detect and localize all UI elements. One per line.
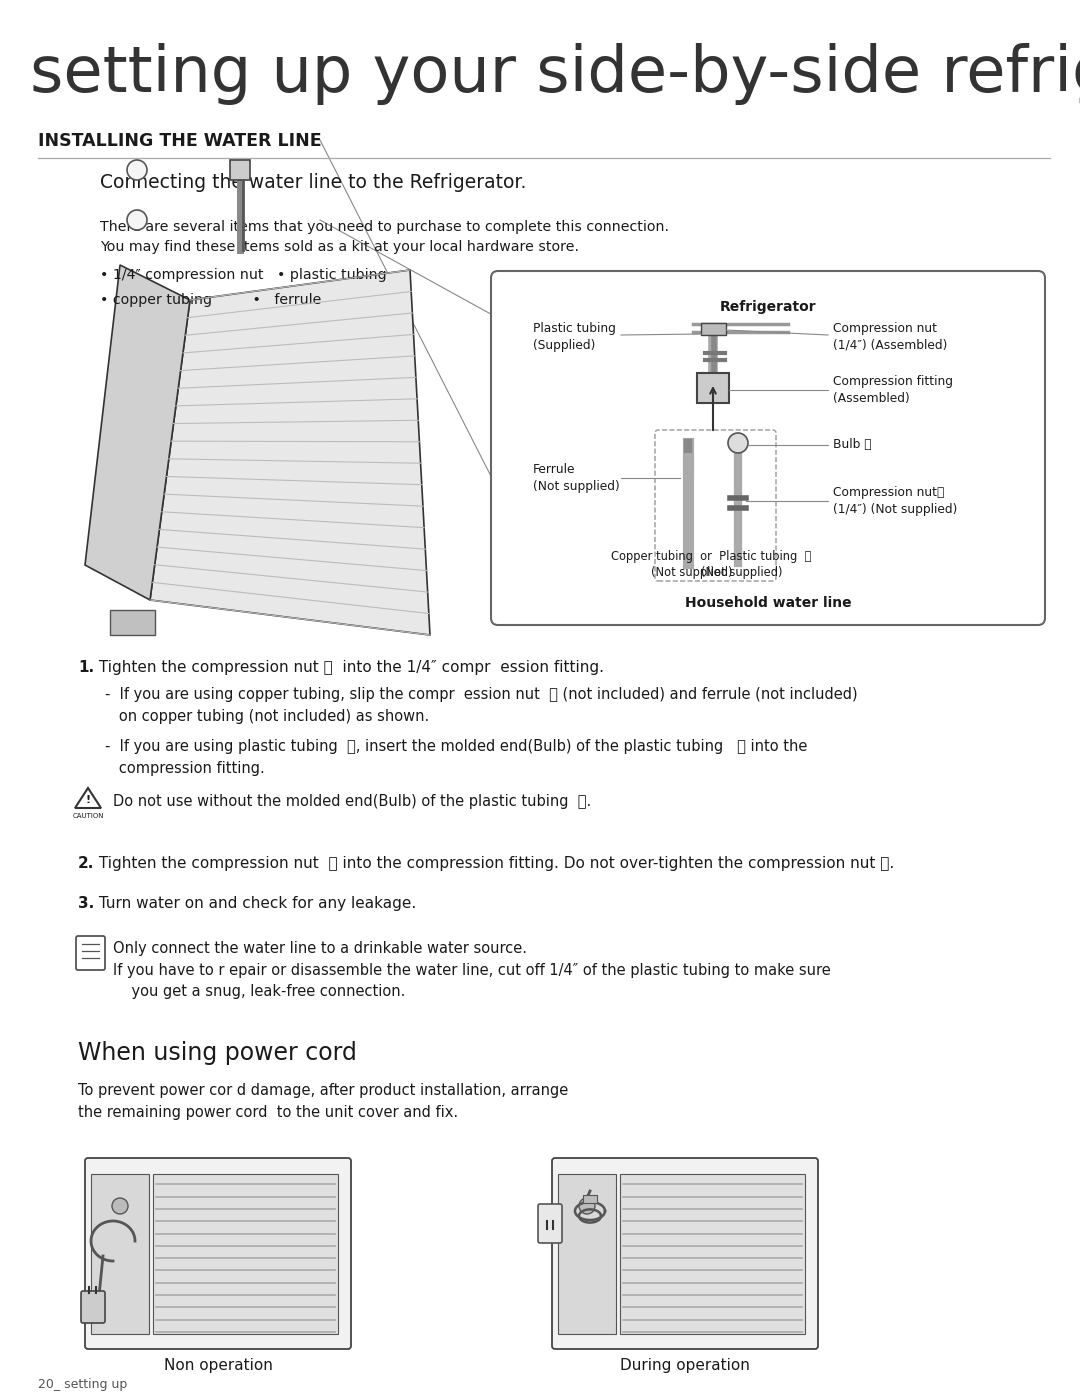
- Text: Do not use without the molded end(Bulb) of the plastic tubing  Ⓑ.: Do not use without the molded end(Bulb) …: [113, 793, 591, 809]
- Polygon shape: [75, 788, 102, 807]
- Text: To prevent power cor d damage, after product installation, arrange
the remaining: To prevent power cor d damage, after pro…: [78, 1083, 568, 1119]
- Bar: [697, 373, 729, 402]
- FancyBboxPatch shape: [85, 1158, 351, 1350]
- Circle shape: [127, 210, 147, 231]
- Text: Bulb Ⓑ: Bulb Ⓑ: [833, 439, 872, 451]
- Text: -  If you are using copper tubing, slip the compr  ession nut  Ⓑ (not included) : - If you are using copper tubing, slip t…: [105, 687, 858, 724]
- Text: 3.: 3.: [78, 895, 94, 911]
- Circle shape: [127, 161, 147, 180]
- FancyBboxPatch shape: [76, 936, 105, 970]
- Text: • copper tubing         •   ferrule: • copper tubing • ferrule: [100, 293, 322, 307]
- Text: During operation: During operation: [620, 1358, 750, 1373]
- Text: Ferrule
(Not supplied): Ferrule (Not supplied): [534, 464, 620, 493]
- Text: setting up your side-by-side refrigerator: setting up your side-by-side refrigerato…: [30, 43, 1080, 105]
- Polygon shape: [150, 270, 430, 636]
- Text: INSTALLING THE WATER LINE: INSTALLING THE WATER LINE: [38, 131, 322, 149]
- Text: Tighten the compression nut  Ⓑ into the compression fitting. Do not over-tighten: Tighten the compression nut Ⓑ into the c…: [94, 856, 894, 870]
- Text: !: !: [85, 795, 91, 805]
- Text: 2.: 2.: [78, 856, 94, 870]
- Text: (Not supplied): (Not supplied): [651, 566, 732, 578]
- Circle shape: [112, 1199, 129, 1214]
- Bar: [583, 1194, 597, 1203]
- Bar: [230, 161, 249, 180]
- Text: Copper tubing  or  Plastic tubing  Ⓑ: Copper tubing or Plastic tubing Ⓑ: [611, 550, 811, 563]
- Text: • 1/4″ compression nut   • plastic tubing: • 1/4″ compression nut • plastic tubing: [100, 268, 387, 282]
- Text: Household water line: Household water line: [685, 597, 851, 610]
- Bar: [153, 1173, 338, 1334]
- Polygon shape: [85, 265, 190, 599]
- Circle shape: [579, 1199, 595, 1214]
- Text: Connecting the water line to the Refrigerator.: Connecting the water line to the Refrige…: [100, 173, 526, 191]
- FancyBboxPatch shape: [552, 1158, 818, 1350]
- Text: When using power cord: When using power cord: [78, 1041, 356, 1065]
- Text: Non operation: Non operation: [163, 1358, 272, 1373]
- Text: There are several items that you need to purchase to complete this connection.
Y: There are several items that you need to…: [100, 219, 669, 254]
- Circle shape: [728, 433, 748, 453]
- Text: 20_ setting up: 20_ setting up: [38, 1377, 127, 1391]
- Text: Compression nutⒷ
(1/4″) (Not supplied): Compression nutⒷ (1/4″) (Not supplied): [833, 486, 957, 515]
- Text: Compression fitting
(Assembled): Compression fitting (Assembled): [833, 376, 953, 405]
- Text: Only connect the water line to a drinkable water source.
If you have to r epair : Only connect the water line to a drinkab…: [113, 942, 831, 999]
- Text: 1.: 1.: [78, 659, 94, 675]
- Bar: [91, 1173, 149, 1334]
- Text: Plastic tubing
(Supplied): Plastic tubing (Supplied): [534, 323, 616, 352]
- FancyBboxPatch shape: [81, 1291, 105, 1323]
- Text: CAUTION: CAUTION: [72, 813, 104, 819]
- Text: -  If you are using plastic tubing  Ⓑ, insert the molded end(Bulb) of the plasti: - If you are using plastic tubing Ⓑ, ins…: [105, 739, 808, 775]
- FancyBboxPatch shape: [538, 1204, 562, 1243]
- Bar: [558, 1173, 616, 1334]
- Bar: [110, 610, 156, 636]
- Text: Tighten the compression nut Ⓑ  into the 1/4″ compr  ession fitting.: Tighten the compression nut Ⓑ into the 1…: [94, 659, 604, 675]
- Text: Refrigerator: Refrigerator: [719, 300, 816, 314]
- Text: Compression nut
(1/4″) (Assembled): Compression nut (1/4″) (Assembled): [833, 323, 947, 352]
- Bar: [620, 1173, 805, 1334]
- Text: Turn water on and check for any leakage.: Turn water on and check for any leakage.: [94, 895, 416, 911]
- Text: (Not supplied): (Not supplied): [701, 566, 783, 578]
- Bar: [701, 323, 726, 335]
- FancyBboxPatch shape: [491, 271, 1045, 624]
- FancyBboxPatch shape: [654, 430, 777, 581]
